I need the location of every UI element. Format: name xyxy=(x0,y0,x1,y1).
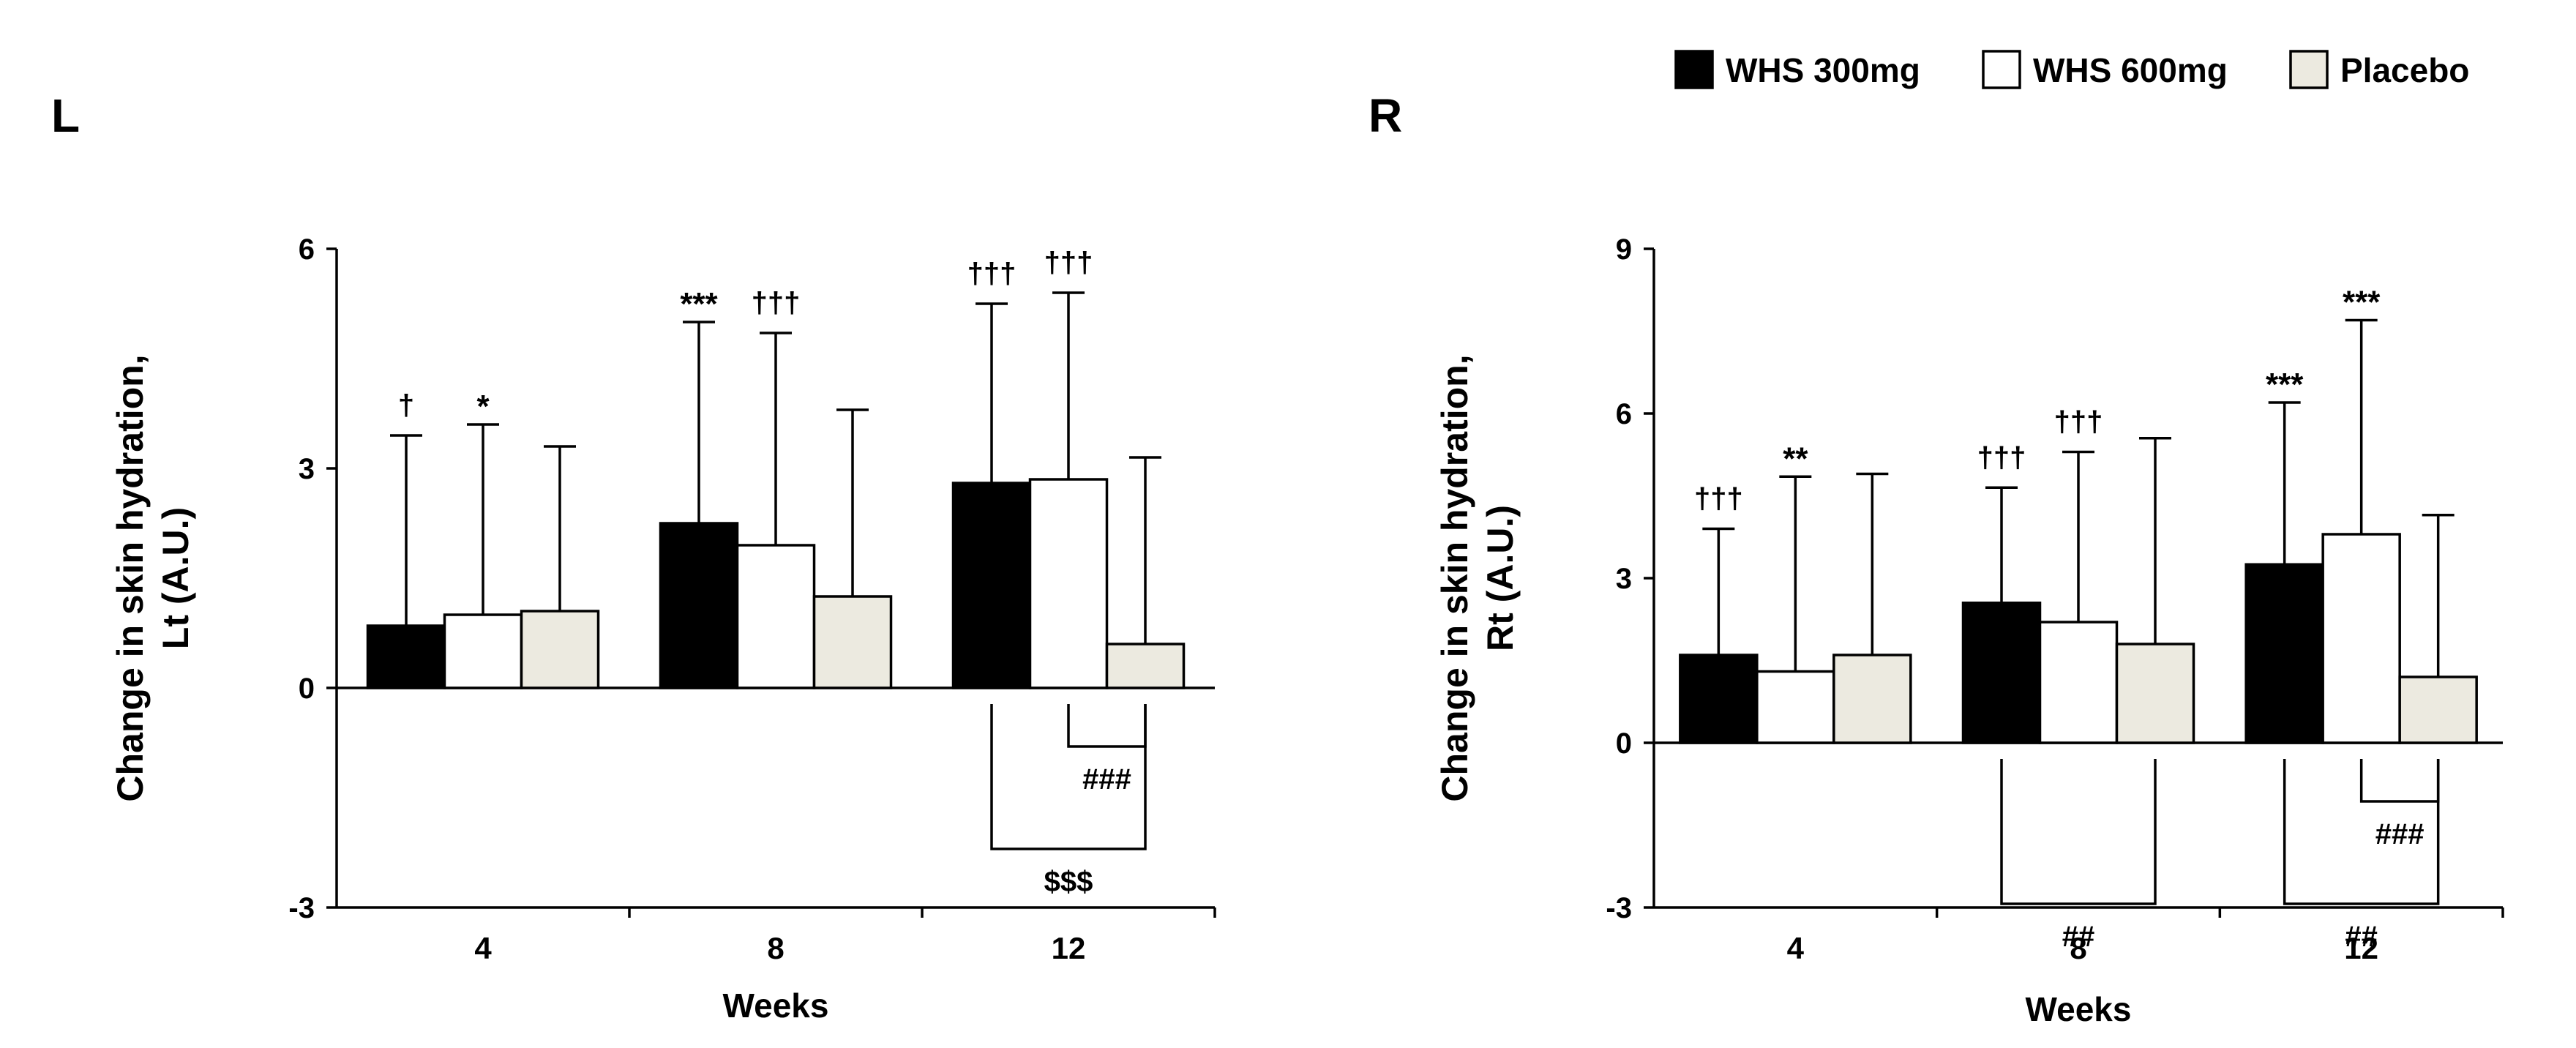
bar xyxy=(2244,563,2324,744)
chart-panel-l: L -3 0 3 6 4 8 12 Weeks Change in skin hydration,… xyxy=(51,89,1216,1025)
bar xyxy=(2398,675,2478,744)
comparison-bracket xyxy=(2359,759,2440,803)
comparison-label: ### xyxy=(2375,818,2425,850)
bar xyxy=(2038,621,2119,744)
x-tick-label: 8 xyxy=(767,931,784,965)
x-tick-label: 12 xyxy=(2344,931,2378,965)
y-tick-label: -3 xyxy=(288,892,315,924)
bar xyxy=(2115,643,2195,744)
legend-label: Placebo xyxy=(2340,51,2469,89)
significance-mark: ††† xyxy=(752,287,801,319)
x-tick-label: 4 xyxy=(474,931,492,965)
chart-panel-r: R -3 0 3 6 9 4 8 12 Weeks Change in skin hydration… xyxy=(1368,89,2504,1028)
bar xyxy=(812,595,893,689)
bar xyxy=(520,610,600,689)
significance-mark: *** xyxy=(2343,285,2381,321)
panel-label: R xyxy=(1368,89,1402,142)
significance-mark: ††† xyxy=(1044,247,1093,279)
bar xyxy=(1756,670,1835,744)
x-axis-title: Weeks xyxy=(2026,990,2132,1028)
y-axis-title: Change in skin hydration, Rt (A.U.) xyxy=(1434,354,1521,801)
y-tick-label: 0 xyxy=(299,673,315,705)
significance-mark: * xyxy=(476,389,490,424)
significance-mark: *** xyxy=(2266,367,2304,403)
bar xyxy=(1028,478,1109,689)
legend: WHS 300mg WHS 600mg Placebo xyxy=(1674,50,2469,89)
x-tick-label: 4 xyxy=(1787,931,1805,965)
y-tick-label: 9 xyxy=(1616,233,1632,266)
y-tick-label: 3 xyxy=(1616,563,1632,595)
y-tick-label: 6 xyxy=(299,233,315,266)
significance-mark: ††† xyxy=(2054,406,2103,438)
bar xyxy=(951,482,1032,689)
y-axis-title-line: Change in skin hydration, xyxy=(110,354,151,801)
significance-mark: *** xyxy=(680,286,718,322)
legend-label: WHS 300mg xyxy=(1726,51,1920,89)
bar xyxy=(1679,654,1759,744)
bar xyxy=(443,613,523,689)
significance-mark: ** xyxy=(1783,441,1808,476)
comparison-label: ## xyxy=(2345,921,2378,953)
comparison-bracket xyxy=(2283,759,2440,905)
bar xyxy=(1832,654,1912,744)
bar xyxy=(366,624,446,689)
comparison-bracket xyxy=(2000,759,2157,905)
comparison-bracket xyxy=(1067,704,1147,748)
y-tick-label: 0 xyxy=(1616,727,1632,760)
y-axis-title-line: Lt (A.U.) xyxy=(155,507,196,649)
y-tick-label: 6 xyxy=(1616,398,1632,430)
significance-mark: ††† xyxy=(1694,483,1743,515)
y-tick-label: 3 xyxy=(299,453,315,485)
bar xyxy=(1105,643,1186,689)
y-axis-title-line: Rt (A.U.) xyxy=(1480,505,1521,651)
bar xyxy=(735,544,816,689)
bar xyxy=(659,522,739,689)
bar xyxy=(2321,533,2401,744)
panel-label: L xyxy=(51,89,80,142)
x-tick-label: 8 xyxy=(2070,931,2086,965)
comparison-label: ## xyxy=(2062,921,2095,953)
significance-mark: ††† xyxy=(1977,441,2026,474)
comparison-label: ### xyxy=(1082,763,1131,796)
comparison-label: $$$ xyxy=(1044,866,1093,898)
legend-swatch xyxy=(1674,50,1714,89)
x-tick-label: 12 xyxy=(1052,931,1086,965)
y-axis-title-line: Change in skin hydration, xyxy=(1434,354,1475,801)
x-axis-title: Weeks xyxy=(723,987,829,1025)
significance-mark: † xyxy=(398,389,414,422)
legend-swatch xyxy=(1982,50,2021,89)
comparison-bracket xyxy=(990,704,1147,850)
legend-label: WHS 600mg xyxy=(2033,51,2228,89)
y-tick-label: -3 xyxy=(1606,892,1632,924)
y-axis-title: Change in skin hydration, Lt (A.U.) xyxy=(110,354,196,801)
legend-swatch xyxy=(2289,50,2329,89)
bar xyxy=(1961,602,2042,744)
significance-mark: ††† xyxy=(967,258,1016,290)
